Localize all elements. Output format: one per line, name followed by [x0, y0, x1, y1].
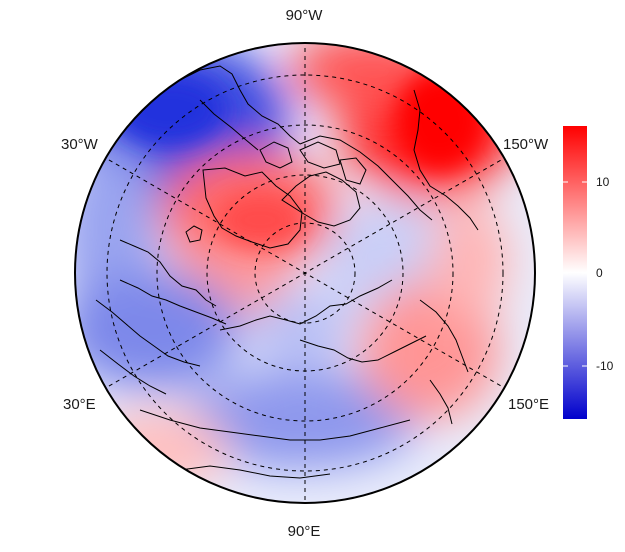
coastlines [95, 65, 479, 479]
lon-label-30w: 30°W [61, 136, 98, 153]
lon-label-30e: 30°E [63, 396, 96, 413]
graticule [101, 43, 509, 503]
colorbar-label-10: 10 [596, 175, 610, 189]
lon-label-90e: 90°E [287, 523, 321, 540]
lon-label-150w: 150°W [503, 136, 549, 153]
anomaly-field [75, 43, 535, 503]
colorbar-label-0: 0 [596, 266, 603, 280]
lon-label-150e: 150°E [508, 396, 550, 413]
colorbar-label-neg10: -10 [596, 359, 614, 373]
colorbar-ticks [563, 181, 587, 367]
map-boundary [74, 42, 536, 504]
lon-label-90w: 90°W [285, 7, 323, 24]
